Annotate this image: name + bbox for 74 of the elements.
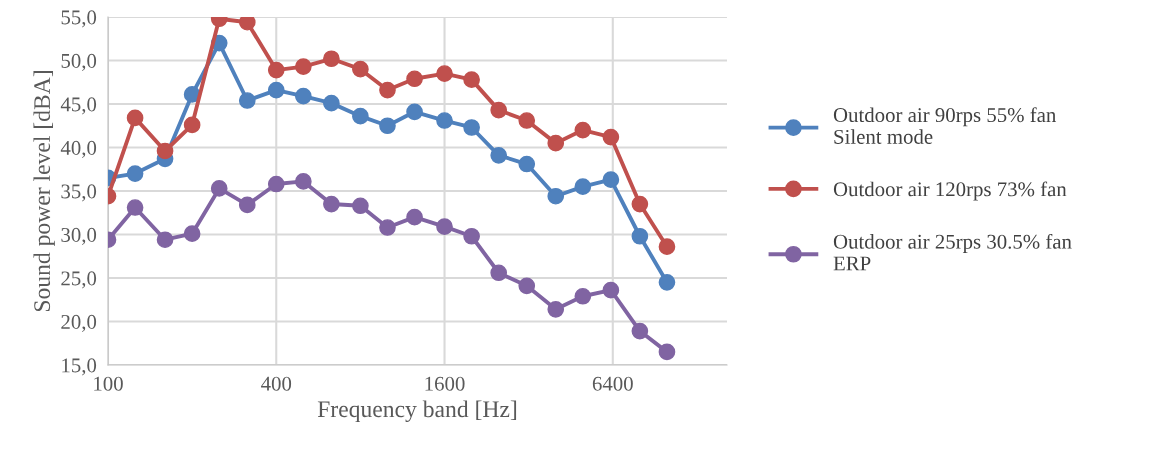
- point: [267, 175, 285, 193]
- y-axis-title: Sound power level [dBA]: [33, 71, 55, 312]
- point: [323, 50, 340, 68]
- point: [156, 142, 174, 160]
- legend-label: Outdoor air 90rps 55% fan Silent mode: [833, 107, 1057, 144]
- point: [156, 231, 174, 249]
- point: [518, 112, 536, 129]
- x-tick-label: 100: [94, 376, 123, 391]
- point: [267, 61, 285, 79]
- point: [463, 119, 480, 136]
- point: [574, 287, 592, 305]
- point: [238, 17, 256, 31]
- point: [352, 60, 369, 78]
- point: [210, 180, 228, 197]
- point: [574, 178, 592, 195]
- point: [658, 343, 676, 361]
- point: [631, 227, 649, 245]
- x-tick-label: 6400: [592, 376, 633, 391]
- point: [602, 171, 620, 189]
- point: [518, 155, 536, 173]
- point: [267, 81, 285, 99]
- point: [238, 92, 256, 109]
- point: [352, 107, 369, 125]
- point: [518, 277, 536, 295]
- point: [126, 165, 144, 182]
- point: [574, 121, 592, 139]
- point: [631, 195, 649, 213]
- x-tick-label: 1600: [425, 376, 465, 391]
- legend-label: Outdoor air 25rps 30.5% fan ERP: [833, 233, 1072, 271]
- point: [352, 197, 369, 215]
- y-tick-label: 20,0: [61, 314, 97, 332]
- point: [379, 219, 396, 236]
- point: [490, 146, 508, 164]
- point: [323, 195, 340, 213]
- point: [658, 274, 676, 291]
- point: [379, 117, 396, 135]
- point: [126, 109, 144, 127]
- point: [658, 238, 676, 256]
- point: [547, 187, 565, 205]
- point: [547, 300, 565, 318]
- x-tick-label: 400: [261, 376, 292, 391]
- point: [490, 101, 508, 119]
- point: [379, 81, 396, 99]
- point: [406, 70, 423, 88]
- y-tick-label: 50,0: [61, 53, 97, 71]
- y-tick-label: 15,0: [62, 358, 97, 376]
- point: [126, 199, 144, 216]
- y-tick-label: 25,0: [61, 271, 97, 289]
- y-tick-label: 30,0: [61, 227, 97, 245]
- point: [463, 71, 480, 88]
- point: [183, 116, 201, 134]
- point: [406, 208, 423, 226]
- point: [436, 65, 453, 82]
- point: [602, 281, 620, 299]
- y-tick-label: 35,0: [61, 184, 97, 202]
- legend-label: Outdoor air 120rps 73% fan: [833, 181, 1067, 201]
- y-tick-label: 40,0: [60, 140, 97, 158]
- x-axis-title: Frequency band [Hz]: [317, 400, 517, 423]
- point: [295, 58, 312, 75]
- y-tick-label: 45,0: [60, 97, 97, 115]
- point: [436, 112, 453, 129]
- y-tick-label: 55,0: [61, 10, 97, 28]
- point: [406, 103, 423, 121]
- point: [183, 225, 201, 242]
- point: [295, 87, 312, 105]
- point: [631, 322, 649, 340]
- point: [602, 128, 620, 146]
- point: [323, 94, 340, 112]
- point: [490, 264, 508, 282]
- point: [463, 227, 480, 245]
- point: [547, 134, 565, 152]
- point: [436, 218, 453, 236]
- point: [295, 173, 312, 190]
- point: [238, 196, 256, 214]
